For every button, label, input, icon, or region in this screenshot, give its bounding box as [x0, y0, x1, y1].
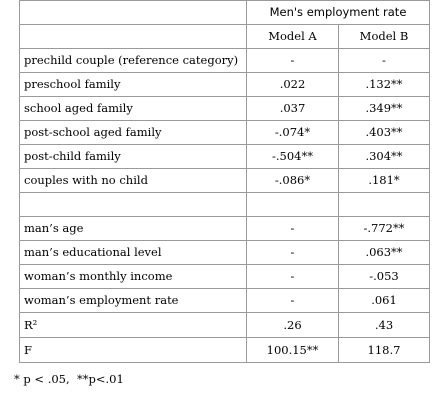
table-row: school aged family .037 .349**: [19, 96, 430, 121]
table-row: couples with no child -.086* .181*: [19, 168, 430, 193]
header-row-title: Men's employment rate: [19, 0, 430, 25]
model-a-value: -.504**: [246, 144, 339, 169]
table-row: post-school aged family -.074* .403**: [19, 120, 430, 145]
model-a-value: -.086*: [246, 168, 339, 193]
model-b-value: -.053: [338, 264, 430, 289]
table-row: man’s age - -.772**: [19, 216, 430, 241]
header-corner-cell: [19, 0, 247, 25]
model-a-header: Model A: [246, 24, 339, 49]
model-a-value: .26: [246, 312, 339, 338]
model-b-header: Model B: [338, 24, 430, 49]
header-corner-cell-2: [19, 24, 247, 49]
row-label: man’s age: [19, 216, 247, 241]
row-label: preschool family: [19, 72, 247, 97]
row-label: R²: [19, 312, 247, 338]
model-a-value: -: [246, 48, 339, 73]
row-label: school aged family: [19, 96, 247, 121]
row-label: couples with no child: [19, 168, 247, 193]
row-label: woman’s employment rate: [19, 288, 247, 313]
table-row: preschool family .022 .132**: [19, 72, 430, 97]
row-label: man’s educational level: [19, 240, 247, 265]
table-row: man’s educational level - .063**: [19, 240, 430, 265]
model-a-value: -: [246, 288, 339, 313]
model-b-value: .063**: [338, 240, 430, 265]
empty-cell: [246, 192, 339, 217]
model-b-value: -: [338, 48, 430, 73]
r-squared-row: R² .26 .43: [19, 312, 430, 338]
model-a-value: 100.15**: [246, 337, 339, 363]
empty-cell: [338, 192, 430, 217]
model-b-value: .403**: [338, 120, 430, 145]
model-a-value: -: [246, 216, 339, 241]
row-label: prechild couple (reference category): [19, 48, 247, 73]
model-b-value: 118.7: [338, 337, 430, 363]
table-row: prechild couple (reference category) - -: [19, 48, 430, 73]
significance-footnote: * p < .05, **p<.01: [14, 372, 124, 386]
regression-table: Men's employment rate Model A Model B pr…: [19, 0, 430, 363]
model-a-value: .022: [246, 72, 339, 97]
row-label: post-child family: [19, 144, 247, 169]
row-label: post-school aged family: [19, 120, 247, 145]
model-b-value: .061: [338, 288, 430, 313]
model-a-value: -: [246, 264, 339, 289]
model-a-value: .037: [246, 96, 339, 121]
row-label: woman’s monthly income: [19, 264, 247, 289]
model-a-value: -.074*: [246, 120, 339, 145]
f-statistic-row: F 100.15** 118.7: [19, 337, 430, 363]
spacer-row: [19, 192, 430, 217]
model-b-value: -.772**: [338, 216, 430, 241]
model-b-value: .349**: [338, 96, 430, 121]
model-a-value: -: [246, 240, 339, 265]
table-row: post-child family -.504** .304**: [19, 144, 430, 169]
table-row: woman’s monthly income - -.053: [19, 264, 430, 289]
model-b-value: .181*: [338, 168, 430, 193]
row-label: F: [19, 337, 247, 363]
header-row-models: Model A Model B: [19, 24, 430, 49]
model-b-value: .43: [338, 312, 430, 338]
dependent-variable-title: Men's employment rate: [246, 0, 430, 25]
model-b-value: .132**: [338, 72, 430, 97]
empty-cell: [19, 192, 247, 217]
table-row: woman’s employment rate - .061: [19, 288, 430, 313]
model-b-value: .304**: [338, 144, 430, 169]
